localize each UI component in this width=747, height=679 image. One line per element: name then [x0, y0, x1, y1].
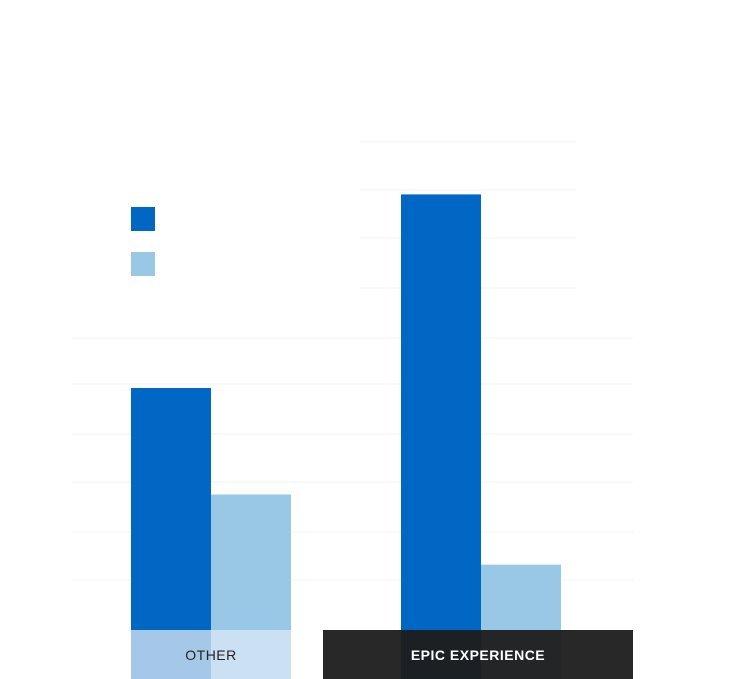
legend-swatch-series-2 [131, 252, 155, 276]
category-label-epic-experience: EPIC EXPERIENCE [323, 630, 633, 679]
bars [131, 194, 561, 679]
legend-swatch-series-1 [131, 207, 155, 231]
category-label-other: OTHER [131, 630, 291, 679]
bar-epic-experience-series-1 [401, 194, 481, 679]
legend [131, 207, 155, 276]
